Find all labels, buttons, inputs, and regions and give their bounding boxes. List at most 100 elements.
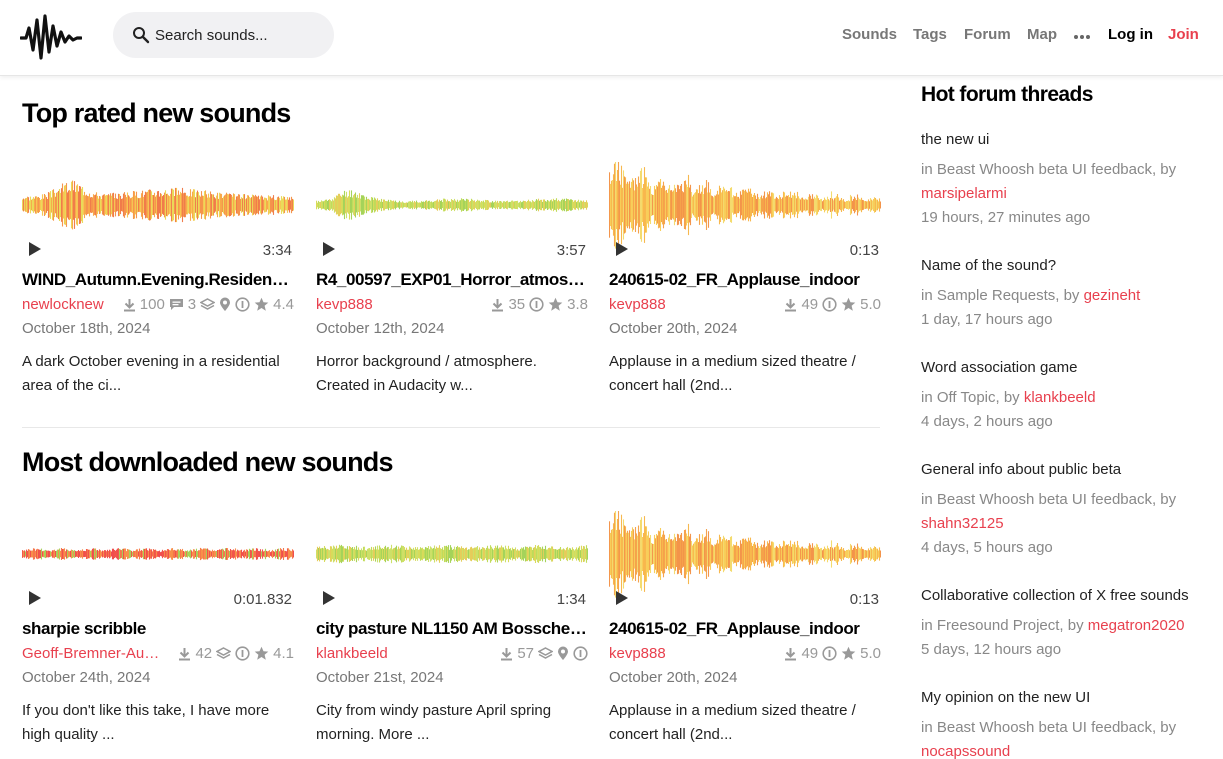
thread-info: in Beast Whoosh beta UI feedback, by noc… <box>921 716 1211 759</box>
play-icon[interactable] <box>28 241 42 257</box>
forum-thread[interactable]: My opinion on the new UI in Beast Whoosh… <box>921 686 1211 759</box>
waveform[interactable] <box>609 162 881 256</box>
thread-title[interactable]: Collaborative collection of X free sound… <box>921 587 1189 604</box>
play-icon[interactable] <box>28 590 42 606</box>
play-icon[interactable] <box>615 590 629 606</box>
thread-forum[interactable]: in Off Topic, by <box>921 389 1020 406</box>
license-icon <box>573 646 588 661</box>
nav-forum[interactable]: Forum <box>964 26 1011 43</box>
play-icon[interactable] <box>322 590 336 606</box>
freesound-logo-icon[interactable] <box>20 12 82 60</box>
sound-date: October 21st, 2024 <box>316 669 444 686</box>
sound-card[interactable]: 3:57 R4_00597_EXP01_Horror_atmosphere ke… <box>316 162 588 402</box>
layers-icon <box>216 646 232 659</box>
thread-author[interactable]: megatron2020 <box>1087 617 1185 634</box>
star-icon <box>254 646 269 660</box>
download-count: 49 <box>801 296 819 313</box>
sound-author[interactable]: klankbeeld <box>316 645 388 662</box>
thread-author[interactable]: gezineht <box>1083 287 1141 304</box>
thread-forum[interactable]: in Beast Whoosh beta UI feedback, by <box>921 161 1177 178</box>
sound-date: October 20th, 2024 <box>609 669 738 686</box>
sound-duration: 3:34 <box>262 242 292 259</box>
sound-duration: 0:13 <box>849 591 879 608</box>
nav-tags[interactable]: Tags <box>913 26 947 43</box>
sound-card[interactable]: 3:34 WIND_Autumn.Evening.Residential.Amb… <box>22 162 294 402</box>
forum-thread[interactable]: the new ui in Beast Whoosh beta UI feedb… <box>921 128 1211 230</box>
sound-title[interactable]: 240615-02_FR_Applause_indoor <box>609 619 860 638</box>
more-icon[interactable] <box>1073 34 1091 40</box>
thread-title[interactable]: Word association game <box>921 359 1078 376</box>
download-icon <box>501 647 513 660</box>
sound-author[interactable]: Geoff-Bremner-Audio <box>22 645 162 662</box>
sound-title[interactable]: city pasture NL1150 AM Bossche Broek <box>316 619 588 638</box>
thread-info: in Beast Whoosh beta UI feedback, by mar… <box>921 158 1211 206</box>
star-icon <box>841 297 856 311</box>
waveform[interactable] <box>22 162 294 256</box>
thread-author[interactable]: shahn32125 <box>921 515 1004 532</box>
search-input[interactable] <box>155 12 325 58</box>
thread-time: 5 days, 12 hours ago <box>921 641 1062 658</box>
join-link[interactable]: Join <box>1168 26 1199 43</box>
thread-forum[interactable]: in Beast Whoosh beta UI feedback, by <box>921 491 1177 508</box>
thread-title[interactable]: My opinion on the new UI <box>921 689 1091 706</box>
sound-card[interactable]: 0:01.832 sharpie scribble Geoff-Bremner-… <box>22 511 294 751</box>
sound-meta: kevp888 49 5.0 <box>609 645 881 665</box>
sound-author[interactable]: newlocknew <box>22 296 104 313</box>
thread-info: in Off Topic, by klankbeeld <box>921 386 1211 410</box>
sound-stats: 100 3 4.4 <box>123 296 294 313</box>
play-icon[interactable] <box>615 241 629 257</box>
waveform[interactable] <box>316 511 588 605</box>
download-count: 100 <box>139 296 165 313</box>
sound-title[interactable]: R4_00597_EXP01_Horror_atmosphere <box>316 270 588 289</box>
sound-date: October 24th, 2024 <box>22 669 151 686</box>
nav-sounds[interactable]: Sounds <box>842 26 897 43</box>
sound-title[interactable]: sharpie scribble <box>22 619 146 638</box>
thread-author[interactable]: klankbeeld <box>1023 389 1096 406</box>
sound-meta: kevp888 35 3.8 <box>316 296 588 316</box>
sound-card[interactable]: 1:34 city pasture NL1150 AM Bossche Broe… <box>316 511 588 751</box>
sound-duration: 0:01.832 <box>233 591 292 608</box>
thread-title[interactable]: the new ui <box>921 131 990 148</box>
thread-title[interactable]: General info about public beta <box>921 461 1122 478</box>
sound-author[interactable]: kevp888 <box>316 296 373 313</box>
thread-info: in Freesound Project, by megatron2020 <box>921 614 1211 638</box>
sound-author[interactable]: kevp888 <box>609 296 666 313</box>
sound-title[interactable]: WIND_Autumn.Evening.Residential.Ambience <box>22 270 294 289</box>
sound-duration: 0:13 <box>849 242 879 259</box>
thread-author[interactable]: marsipelarmi <box>921 185 1007 202</box>
waveform[interactable] <box>316 162 588 256</box>
forum-thread[interactable]: Word association game in Off Topic, by k… <box>921 356 1211 434</box>
sound-card[interactable]: 0:13 240615-02_FR_Applause_indoor kevp88… <box>609 162 881 402</box>
thread-author[interactable]: nocapssound <box>921 743 1011 759</box>
rating-value: 5.0 <box>860 296 881 313</box>
thread-forum[interactable]: in Beast Whoosh beta UI feedback, by <box>921 719 1177 736</box>
forum-thread[interactable]: Collaborative collection of X free sound… <box>921 584 1211 662</box>
thread-title[interactable]: Name of the sound? <box>921 257 1057 274</box>
sound-date: October 18th, 2024 <box>22 320 151 337</box>
waveform[interactable] <box>22 511 294 605</box>
sound-author[interactable]: kevp888 <box>609 645 666 662</box>
nav-map[interactable]: Map <box>1027 26 1057 43</box>
thread-forum[interactable]: in Freesound Project, by <box>921 617 1084 634</box>
thread-time: 1 day, 17 hours ago <box>921 311 1053 328</box>
location-icon <box>558 646 568 660</box>
forum-section-title: Hot forum threads <box>921 83 1093 106</box>
forum-thread[interactable]: Name of the sound? in Sample Requests, b… <box>921 254 1211 332</box>
rating-value: 5.0 <box>860 645 881 662</box>
download-count: 42 <box>195 645 213 662</box>
sound-card[interactable]: 0:13 240615-02_FR_Applause_indoor kevp88… <box>609 511 881 751</box>
search-box[interactable] <box>113 12 334 58</box>
rating-value: 4.4 <box>273 296 294 313</box>
license-icon <box>529 297 544 312</box>
thread-forum[interactable]: in Sample Requests, by <box>921 287 1080 304</box>
sound-description: Applause in a medium sized theatre / con… <box>609 353 856 394</box>
layers-icon <box>200 297 216 310</box>
sound-title[interactable]: 240615-02_FR_Applause_indoor <box>609 270 860 289</box>
sound-meta: Geoff-Bremner-Audio 42 4.1 <box>22 645 294 665</box>
forum-thread[interactable]: General info about public beta in Beast … <box>921 458 1211 560</box>
waveform[interactable] <box>609 511 881 605</box>
sound-meta: newlocknew 100 3 4.4 <box>22 296 294 316</box>
play-icon[interactable] <box>322 241 336 257</box>
login-link[interactable]: Log in <box>1108 26 1153 43</box>
sound-stats: 49 5.0 <box>784 645 881 662</box>
